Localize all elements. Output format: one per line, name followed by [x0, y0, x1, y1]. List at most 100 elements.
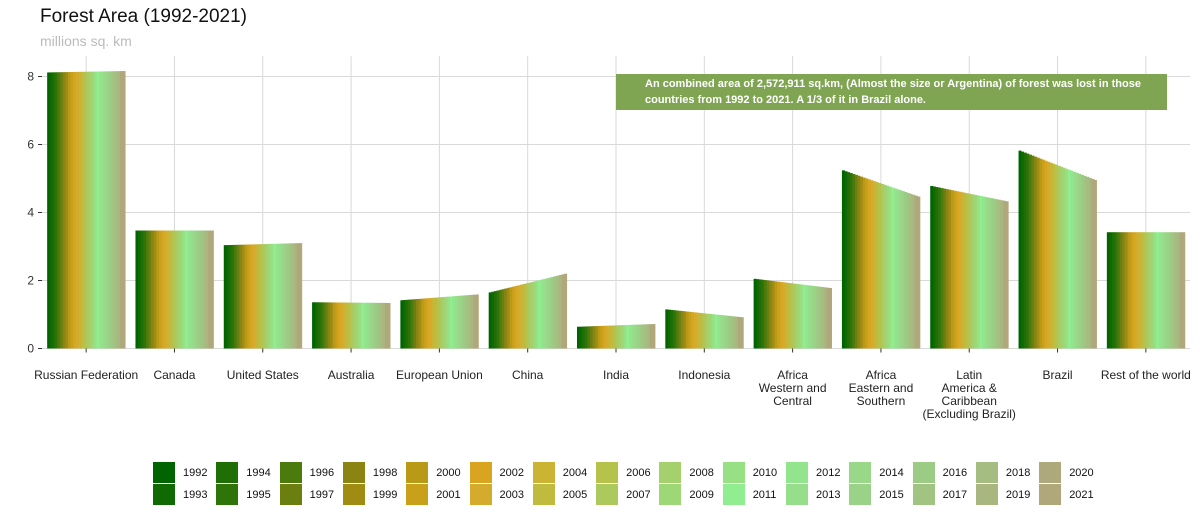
legend-swatch [153, 462, 175, 483]
x-tick-label-line: Rest of the world [1101, 368, 1191, 382]
bar-segment [527, 282, 531, 349]
bar-segment [457, 295, 461, 349]
bar-segment [413, 299, 417, 349]
bar-segment [104, 71, 108, 349]
legend-item: 2021 [1039, 484, 1099, 506]
bar-segment [610, 325, 614, 349]
bar-segment [1130, 232, 1134, 349]
bar-segment [673, 310, 677, 349]
legend-item: 2001 [406, 484, 466, 506]
bar-segment [1080, 174, 1084, 349]
bar-segment [140, 230, 144, 349]
bar-segment [522, 284, 526, 349]
bar-segment [377, 302, 381, 349]
bar-segment [943, 188, 947, 349]
legend-label: 2011 [752, 489, 777, 501]
bar-segment [691, 312, 695, 349]
bar-segment [545, 278, 549, 349]
bar-segment [400, 300, 404, 349]
bar-segment [353, 302, 357, 349]
bar-segment [1003, 200, 1007, 349]
bar-segment [504, 288, 508, 349]
bar-group [135, 230, 214, 349]
bar-segment [1075, 172, 1079, 349]
bar-segment [325, 302, 329, 349]
bar-segment [891, 187, 895, 349]
bar-segment [358, 302, 362, 349]
bar-segment [345, 302, 349, 349]
legend-item: 2004 [532, 462, 593, 484]
bar-segment [873, 181, 877, 349]
bar-segment [1148, 232, 1152, 349]
bar-segment [1091, 178, 1095, 349]
bar-segment [1088, 177, 1092, 349]
bar-segment [239, 244, 243, 349]
bar-segment [57, 72, 61, 349]
bar-segment [260, 244, 264, 349]
bar-segment [860, 176, 864, 349]
bar-segment [816, 286, 820, 349]
legend-swatch [596, 462, 619, 483]
legend-label: 2005 [562, 489, 588, 501]
bar-segment [462, 295, 466, 349]
bar-segment [257, 244, 261, 349]
legend-swatch [912, 462, 935, 483]
bar-segment [818, 286, 822, 349]
bar-segment [709, 313, 713, 349]
bar-segment [1036, 157, 1040, 349]
bar-segment [1132, 232, 1136, 349]
bar-segment [626, 324, 630, 349]
bar-segment [174, 230, 178, 349]
bar-segment [418, 298, 422, 349]
bar-segment [80, 71, 84, 349]
bar-segment [1119, 232, 1123, 349]
x-tick-label: Brazil [1043, 368, 1073, 382]
legend-label: 2016 [942, 467, 968, 479]
bar-segment [1093, 179, 1097, 349]
bar-segment [717, 314, 721, 349]
bar-segment [977, 195, 981, 349]
bar-segment [997, 199, 1001, 349]
bar-segment [454, 296, 458, 349]
bar-segment [719, 315, 723, 349]
legend-swatch [975, 462, 998, 483]
bar-segment [65, 72, 69, 349]
bar-segment [808, 285, 812, 349]
bar-segment [647, 324, 651, 349]
bar-segment [493, 291, 497, 349]
legend-swatch [153, 484, 175, 505]
bar-segment [990, 198, 994, 349]
axis-layer: 0 2 4 6 8 Russian Federation Canada United Stat… [27, 70, 1191, 422]
legend-item: 2008 [659, 462, 719, 484]
bar-segment [865, 178, 869, 349]
bar-segment [501, 289, 505, 349]
bar-segment [86, 71, 90, 349]
bar-segment [538, 280, 542, 349]
legend-label: 1999 [372, 489, 398, 501]
legend-swatch [469, 484, 492, 505]
legend-item: 2000 [406, 462, 466, 484]
bar-segment [382, 302, 386, 349]
x-tick-label-line: Australia [328, 368, 375, 382]
bar-segment [600, 325, 604, 349]
bar-segment [956, 191, 960, 349]
bar-group [400, 294, 479, 349]
bar-segment [1049, 162, 1053, 349]
bar-segment [332, 302, 336, 349]
bar-segment [821, 287, 825, 349]
bar-segment [1145, 232, 1149, 349]
bar-segment [945, 189, 949, 349]
bar-segment [584, 326, 588, 349]
legend-label: 1998 [372, 467, 398, 479]
bar-segment [314, 302, 318, 349]
bar-segment [935, 187, 939, 349]
legend-swatch [342, 484, 365, 505]
bar-segment [1041, 159, 1045, 349]
bar-segment [241, 244, 245, 349]
bar-segment [1169, 232, 1173, 349]
legend-swatch [216, 484, 239, 505]
bar-segment [374, 302, 378, 349]
bar-segment [982, 196, 986, 349]
x-tick-label: Australia [328, 368, 375, 382]
bar-segment [779, 281, 783, 349]
